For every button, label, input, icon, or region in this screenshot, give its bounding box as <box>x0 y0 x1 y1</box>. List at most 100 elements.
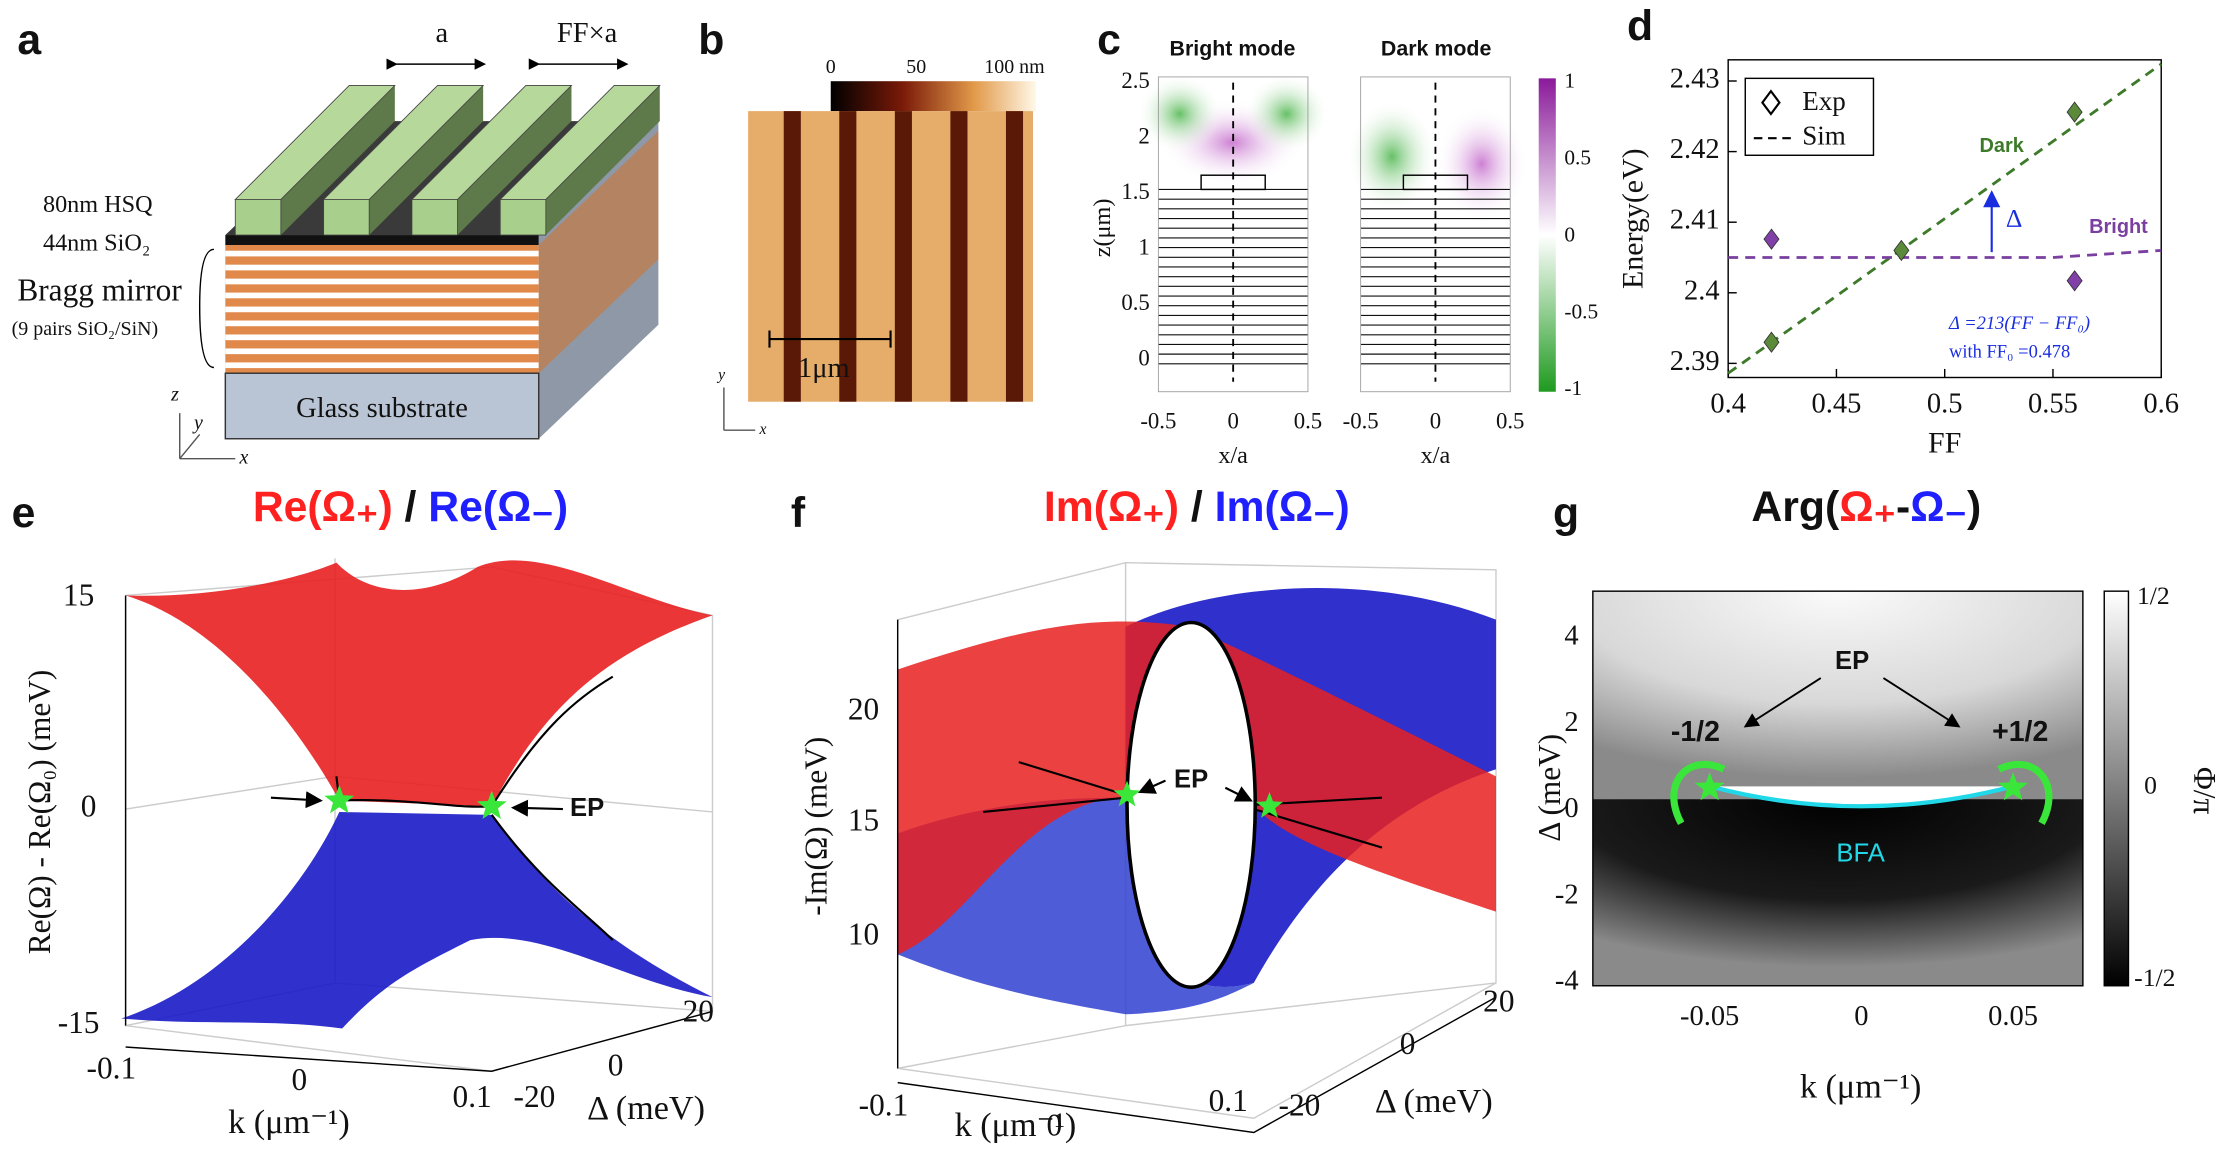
afm-stripes <box>783 111 1024 402</box>
title-part: Re(Ω₋) <box>428 483 568 531</box>
bar-side <box>457 85 572 236</box>
title-part: / <box>1179 483 1215 531</box>
ep-arrow <box>1882 677 1961 728</box>
x-tick-label: 0.5 <box>1927 389 1963 420</box>
delta-tick: -20 <box>1279 1087 1321 1122</box>
y-tick-label: 0.5 <box>1121 290 1149 315</box>
delta-tick: 20 <box>1483 983 1514 1018</box>
axis-y: y <box>716 367 725 384</box>
frame <box>1360 76 1511 393</box>
axis-z: z <box>170 384 179 406</box>
axes-triad <box>179 413 236 460</box>
subplot-title: Bright mode <box>1170 36 1296 60</box>
x-tick-label: 0.4 <box>1710 389 1746 420</box>
panel-label: c <box>1097 16 1121 64</box>
y-tick-label: 0 <box>1138 346 1149 371</box>
bragg-stripe <box>225 362 539 369</box>
x-axis-label: k (μm⁻¹) <box>1800 1069 1922 1106</box>
z-tick: 20 <box>848 691 879 726</box>
ep-stars <box>1694 772 2029 801</box>
y-tick-label: 2.5 <box>1121 68 1149 93</box>
x-axis-label: FF <box>1928 427 1961 460</box>
k-tick: -0.1 <box>87 1050 137 1085</box>
scale-bar <box>768 330 892 348</box>
title-part: / <box>393 483 429 531</box>
y-axis-label: -Im(Ω) (meV) <box>799 737 834 916</box>
y-tick-label: -4 <box>1555 965 1579 996</box>
substrate-label: Glass substrate <box>296 393 468 424</box>
exp-point <box>1893 239 1910 262</box>
colorbar-label: Φ/π <box>2187 767 2222 815</box>
x-tick-label: 0 <box>1854 1001 1868 1032</box>
frame <box>1157 76 1309 393</box>
legend-label: Exp <box>1802 86 1846 116</box>
colorbar-tick: 0 <box>1564 222 1575 246</box>
bragg-brace <box>198 248 215 369</box>
title-part: Re(Ω₊) <box>253 483 393 531</box>
panel-label: b <box>698 16 724 64</box>
ep-arrow <box>270 791 323 809</box>
bar-front <box>499 199 547 236</box>
exp-point <box>2066 101 2083 123</box>
colorbar-tick: -1 <box>1564 376 1582 400</box>
k-tick: 0 <box>292 1062 308 1097</box>
exp-point <box>1763 228 1780 250</box>
x-axis-label: x/a <box>1421 442 1451 469</box>
panel-title: Arg(Ω₊-Ω₋) <box>1751 483 1981 531</box>
legend-box <box>1744 77 1875 156</box>
grating-bars <box>234 85 661 236</box>
upper-surface <box>125 560 713 807</box>
ep-star <box>1255 792 1284 818</box>
delta-axis-label: Δ (meV) <box>587 1090 705 1127</box>
bragg-stripe <box>225 306 539 313</box>
title-part: Im(Ω₋) <box>1215 483 1350 531</box>
panel-f: f Im(Ω₊) / Im(Ω₋) EP 20 15 10 -Im(Ω) (me… <box>791 483 1515 1144</box>
axis-ticks: 4 2 0 -2 -4 -0.05 0 0.05 <box>1555 621 2038 1032</box>
panel-c: c Bright mode Dark mode -0.5 0 0.5 x/a 2.5 2 1… <box>1089 16 1598 469</box>
ep-curves <box>983 761 1383 849</box>
ep-arrow <box>510 799 563 817</box>
x-tick-label: -0.5 <box>1140 408 1176 433</box>
y-tick-label: 1 <box>1138 235 1149 260</box>
title-part: Ω₋ <box>1910 483 1967 531</box>
colorbar <box>1538 78 1556 392</box>
bragg-stripe <box>225 334 539 341</box>
bfa-label: BFA <box>1836 839 1885 867</box>
delta-label: Δ <box>2006 204 2022 233</box>
colorbar-tick: 100 nm <box>984 56 1045 78</box>
panel-b: b 0 50 100 nm 1μm y x <box>698 16 1045 438</box>
colorbar <box>830 81 1036 112</box>
k-axis-label: k (μm⁻¹) <box>228 1104 350 1141</box>
delta-tick: -20 <box>514 1079 556 1114</box>
title-part: Im(Ω₊) <box>1044 483 1179 531</box>
colorbar-tick: 50 <box>906 56 926 78</box>
bragg-detail: (9 pairs SiO₂/SiN) <box>12 318 159 340</box>
x-axis-label: x/a <box>1218 442 1248 469</box>
line-label: Dark <box>1980 135 2025 157</box>
x-tick-label: 0.5 <box>1496 408 1524 433</box>
z-tick: 15 <box>63 577 94 612</box>
upper-surface <box>897 621 1496 955</box>
bragg-stripe <box>225 250 539 257</box>
bfa-line <box>1709 784 2014 809</box>
ep-label: EP <box>1835 647 1869 675</box>
ep-arrow <box>1224 786 1253 802</box>
y-tick-label: 0 <box>1564 793 1578 824</box>
colorbar-tick: 0.5 <box>1564 145 1591 169</box>
y-tick-label: 4 <box>1564 621 1578 652</box>
lower-surface <box>121 811 713 1029</box>
field-lobe <box>1346 99 1438 214</box>
panel-title: Im(Ω₊) / Im(Ω₋) <box>1044 483 1350 531</box>
colorbar-tick: -0.5 <box>1564 299 1598 323</box>
x-tick-label: 0.6 <box>2143 389 2179 420</box>
ep-star <box>1998 772 2029 801</box>
k-tick: 0 <box>1047 1107 1063 1142</box>
bragg-stripe <box>225 292 539 299</box>
k-tick: 0.1 <box>1209 1083 1248 1118</box>
y-tick-label: 2.41 <box>1670 205 1720 236</box>
x-tick-label: 0 <box>1227 408 1238 433</box>
ep-ring <box>1125 620 1258 989</box>
panel-label: e <box>12 489 36 537</box>
